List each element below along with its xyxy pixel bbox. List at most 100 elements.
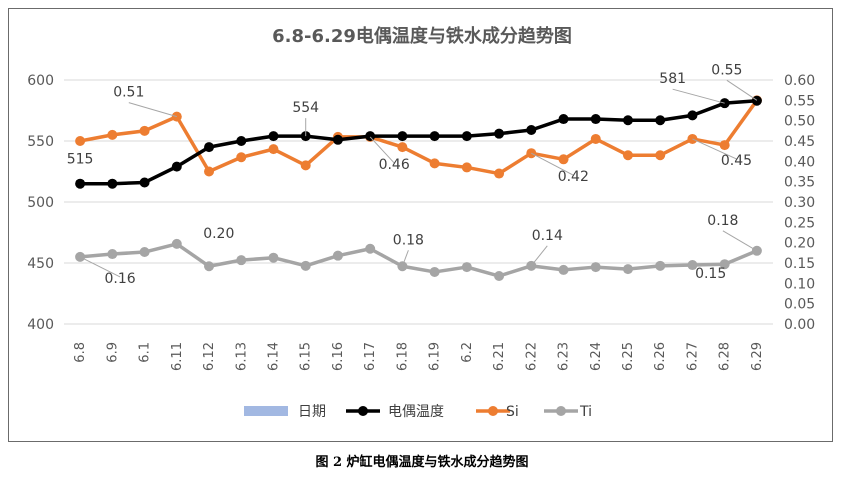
legend-swatch-marker xyxy=(556,406,566,416)
series-point-2 xyxy=(655,150,666,161)
x-tick-label: 6.29 xyxy=(750,342,765,371)
series-point-3 xyxy=(719,259,730,270)
series-point-2 xyxy=(558,154,569,165)
series-point-3 xyxy=(139,247,150,258)
data-label: 0.51 xyxy=(113,85,144,101)
series-point-1 xyxy=(494,128,505,139)
legend-label: Ti xyxy=(579,404,592,420)
series-point-1 xyxy=(365,131,376,142)
x-tick-label: 6.28 xyxy=(718,342,733,371)
x-tick-label: 6.26 xyxy=(653,342,668,371)
data-label-leader xyxy=(722,230,758,252)
data-label-leader xyxy=(401,250,409,267)
series-point-2 xyxy=(139,125,150,136)
data-label: 0.46 xyxy=(379,157,410,173)
series-point-3 xyxy=(622,264,633,275)
data-label: 0.15 xyxy=(695,266,726,282)
series-point-1 xyxy=(268,131,279,142)
x-tick-label: 6.1 xyxy=(138,342,153,363)
series-point-2 xyxy=(494,168,505,179)
y-right-tick-label: 0.50 xyxy=(784,114,815,130)
series-point-3 xyxy=(655,260,666,271)
legend-swatch-marker xyxy=(358,406,368,416)
y-left-tick-label: 500 xyxy=(27,195,54,211)
y-right-tick-label: 0.00 xyxy=(784,317,815,333)
series-point-1 xyxy=(75,178,86,189)
series-point-2 xyxy=(622,150,633,161)
series-point-3 xyxy=(365,243,376,254)
data-label: 0.18 xyxy=(707,213,738,229)
series-point-1 xyxy=(687,110,698,121)
figure-caption: 图 2 炉缸电偶温度与铁水成分趋势图 xyxy=(315,455,529,470)
x-tick-label: 6.22 xyxy=(524,342,539,371)
data-label: 0.45 xyxy=(721,153,752,169)
series-point-3 xyxy=(107,249,118,260)
data-label-leader xyxy=(530,245,548,267)
data-label: 554 xyxy=(292,100,319,116)
y-right-tick-label: 0.45 xyxy=(784,134,815,150)
x-tick-label: 6.16 xyxy=(331,342,346,371)
series-point-3 xyxy=(236,255,247,266)
x-tick-label: 6.12 xyxy=(202,342,217,371)
series-point-1 xyxy=(397,131,408,142)
data-label: 0.18 xyxy=(393,232,424,248)
series-point-3 xyxy=(204,261,215,272)
x-tick-label: 6.23 xyxy=(557,342,572,371)
series-point-1 xyxy=(558,114,569,125)
series-point-3 xyxy=(461,262,472,273)
legend-label: Si xyxy=(506,404,519,420)
series-point-3 xyxy=(268,252,279,263)
data-label-leader xyxy=(369,136,395,164)
data-label-leader xyxy=(726,79,758,101)
x-tick-label: 6.13 xyxy=(234,342,249,371)
data-label: 0.16 xyxy=(105,271,136,287)
y-right-tick-label: 0.30 xyxy=(784,195,815,211)
series-point-3 xyxy=(300,260,311,271)
y-right-tick-label: 0.40 xyxy=(784,154,815,170)
series-line-3 xyxy=(79,242,758,278)
series-point-1 xyxy=(236,136,247,146)
series-point-2 xyxy=(236,152,247,163)
series-point-1 xyxy=(139,177,150,188)
series-point-3 xyxy=(429,266,440,277)
x-tick-label: 6.2 xyxy=(460,342,475,363)
series-point-2 xyxy=(590,133,601,144)
series-point-2 xyxy=(75,136,86,146)
series-point-3 xyxy=(332,250,343,261)
data-label: 0.42 xyxy=(558,169,589,185)
series-point-2 xyxy=(268,144,279,155)
x-tick-label: 6.21 xyxy=(492,342,507,371)
data-label-leader xyxy=(79,256,121,278)
series-point-2 xyxy=(107,129,118,140)
x-tick-label: 6.17 xyxy=(363,342,378,371)
series-point-2 xyxy=(204,166,215,177)
series-point-2 xyxy=(397,142,408,153)
legend-swatch-marker xyxy=(488,406,498,416)
x-tick-label: 6.24 xyxy=(589,342,604,371)
data-label-leader xyxy=(128,102,177,118)
data-label-leader xyxy=(531,152,574,176)
series-point-1 xyxy=(622,115,633,126)
series-point-1 xyxy=(171,161,182,172)
series-point-2 xyxy=(719,140,730,151)
y-right-tick-label: 0.55 xyxy=(784,93,815,109)
series-point-1 xyxy=(332,134,343,145)
y-right-tick-label: 0.10 xyxy=(784,276,815,292)
data-label: 515 xyxy=(67,152,94,168)
data-label: 0.14 xyxy=(532,228,563,244)
series-point-3 xyxy=(171,238,182,249)
legend-label: 日期 xyxy=(298,404,326,420)
series-line-2 xyxy=(79,99,759,176)
y-left-tick-label: 400 xyxy=(27,317,54,333)
y-left-tick-label: 550 xyxy=(27,134,54,150)
series-point-1 xyxy=(590,114,601,125)
series-point-1 xyxy=(204,142,215,153)
series-point-2 xyxy=(300,160,311,171)
data-label: 581 xyxy=(659,71,686,87)
y-right-tick-label: 0.25 xyxy=(784,215,815,231)
series-line-1 xyxy=(80,98,758,186)
y-left-tick-label: 450 xyxy=(27,256,54,272)
y-right-tick-label: 0.35 xyxy=(784,175,815,191)
x-tick-label: 6.14 xyxy=(266,342,281,371)
